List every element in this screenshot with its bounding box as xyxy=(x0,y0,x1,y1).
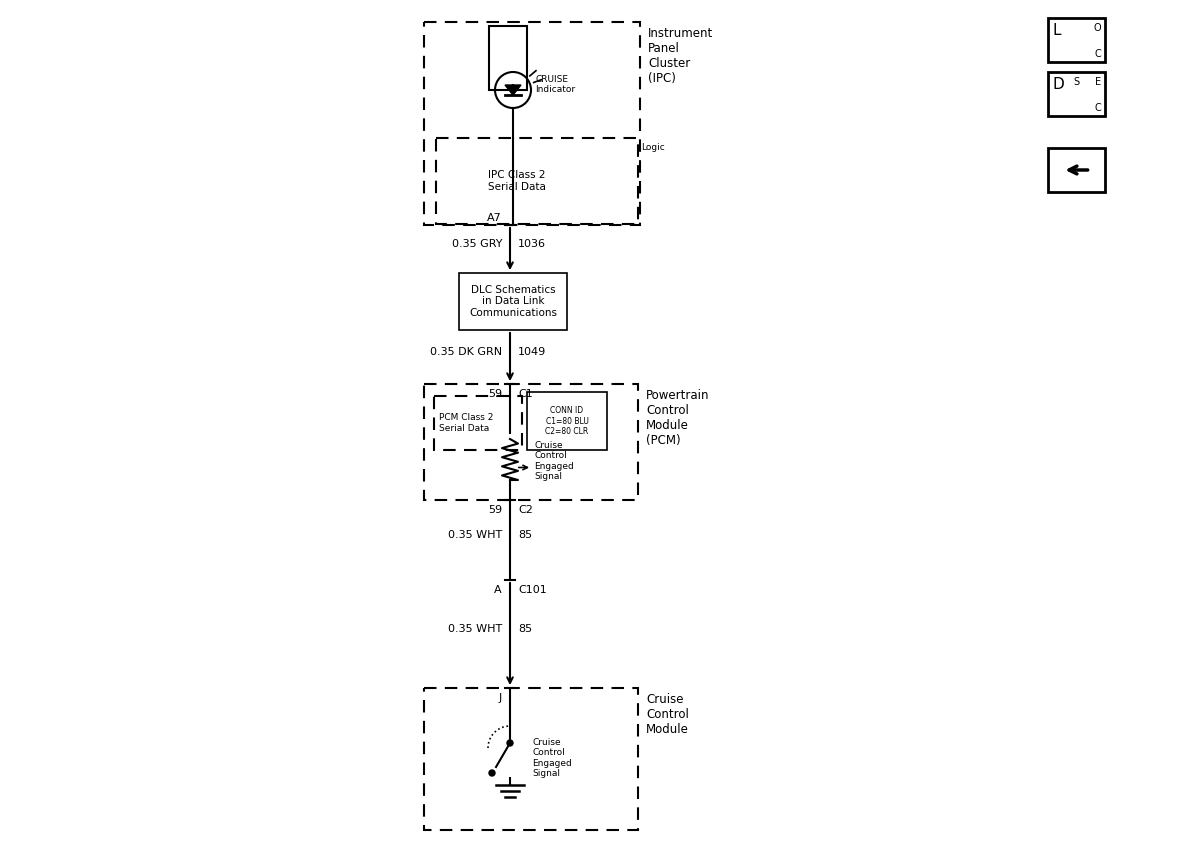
Text: DLC Schematics
in Data Link
Communications: DLC Schematics in Data Link Communicatio… xyxy=(469,285,557,318)
Text: L: L xyxy=(1052,23,1061,38)
Text: C1: C1 xyxy=(518,389,533,399)
Text: CRUISE
Indicator: CRUISE Indicator xyxy=(535,75,575,94)
Text: 59: 59 xyxy=(488,505,502,515)
Text: Logic: Logic xyxy=(641,143,665,152)
Bar xyxy=(424,688,638,830)
Text: CONN ID
C1=80 BLU
C2=80 CLR: CONN ID C1=80 BLU C2=80 CLR xyxy=(545,406,589,436)
Text: C101: C101 xyxy=(518,585,547,595)
Text: C2: C2 xyxy=(518,505,533,515)
Text: Powertrain
Control
Module
(PCM): Powertrain Control Module (PCM) xyxy=(646,389,709,447)
Bar xyxy=(434,396,522,450)
Text: 59: 59 xyxy=(488,389,502,399)
Text: 1036: 1036 xyxy=(518,239,546,249)
Bar xyxy=(424,22,640,225)
Text: Instrument
Panel
Cluster
(IPC): Instrument Panel Cluster (IPC) xyxy=(648,27,713,85)
Text: PCM Class 2
Serial Data: PCM Class 2 Serial Data xyxy=(439,413,493,433)
Circle shape xyxy=(508,740,514,746)
Text: E: E xyxy=(1094,77,1102,87)
Bar xyxy=(1048,148,1105,192)
Polygon shape xyxy=(505,85,521,95)
Text: A7: A7 xyxy=(487,213,502,223)
Text: Cruise
Control
Module: Cruise Control Module xyxy=(646,693,689,736)
Text: 85: 85 xyxy=(518,530,532,540)
Text: D: D xyxy=(1052,77,1063,92)
Text: 0.35 WHT: 0.35 WHT xyxy=(448,624,502,634)
Bar xyxy=(460,273,568,330)
Text: O: O xyxy=(1093,23,1102,33)
Circle shape xyxy=(490,770,496,776)
Text: C: C xyxy=(1094,103,1102,113)
Bar xyxy=(490,26,527,90)
Text: 85: 85 xyxy=(518,624,532,634)
Bar xyxy=(1048,18,1105,62)
Text: A: A xyxy=(494,585,502,595)
Text: IPC Class 2
Serial Data: IPC Class 2 Serial Data xyxy=(488,170,546,192)
Text: Cruise
Control
Engaged
Signal: Cruise Control Engaged Signal xyxy=(534,441,574,481)
Bar xyxy=(527,392,607,450)
Bar xyxy=(436,138,638,224)
Text: 0.35 DK GRN: 0.35 DK GRN xyxy=(430,347,502,357)
Text: C: C xyxy=(1094,49,1102,59)
Text: 0.35 WHT: 0.35 WHT xyxy=(448,530,502,540)
Text: Cruise
Control
Engaged
Signal: Cruise Control Engaged Signal xyxy=(532,738,571,778)
Text: 1049: 1049 xyxy=(518,347,546,357)
Text: S: S xyxy=(1073,77,1079,87)
Bar xyxy=(1048,72,1105,116)
Text: 0.35 GRY: 0.35 GRY xyxy=(451,239,502,249)
Text: J: J xyxy=(499,693,502,703)
Bar xyxy=(424,384,638,500)
